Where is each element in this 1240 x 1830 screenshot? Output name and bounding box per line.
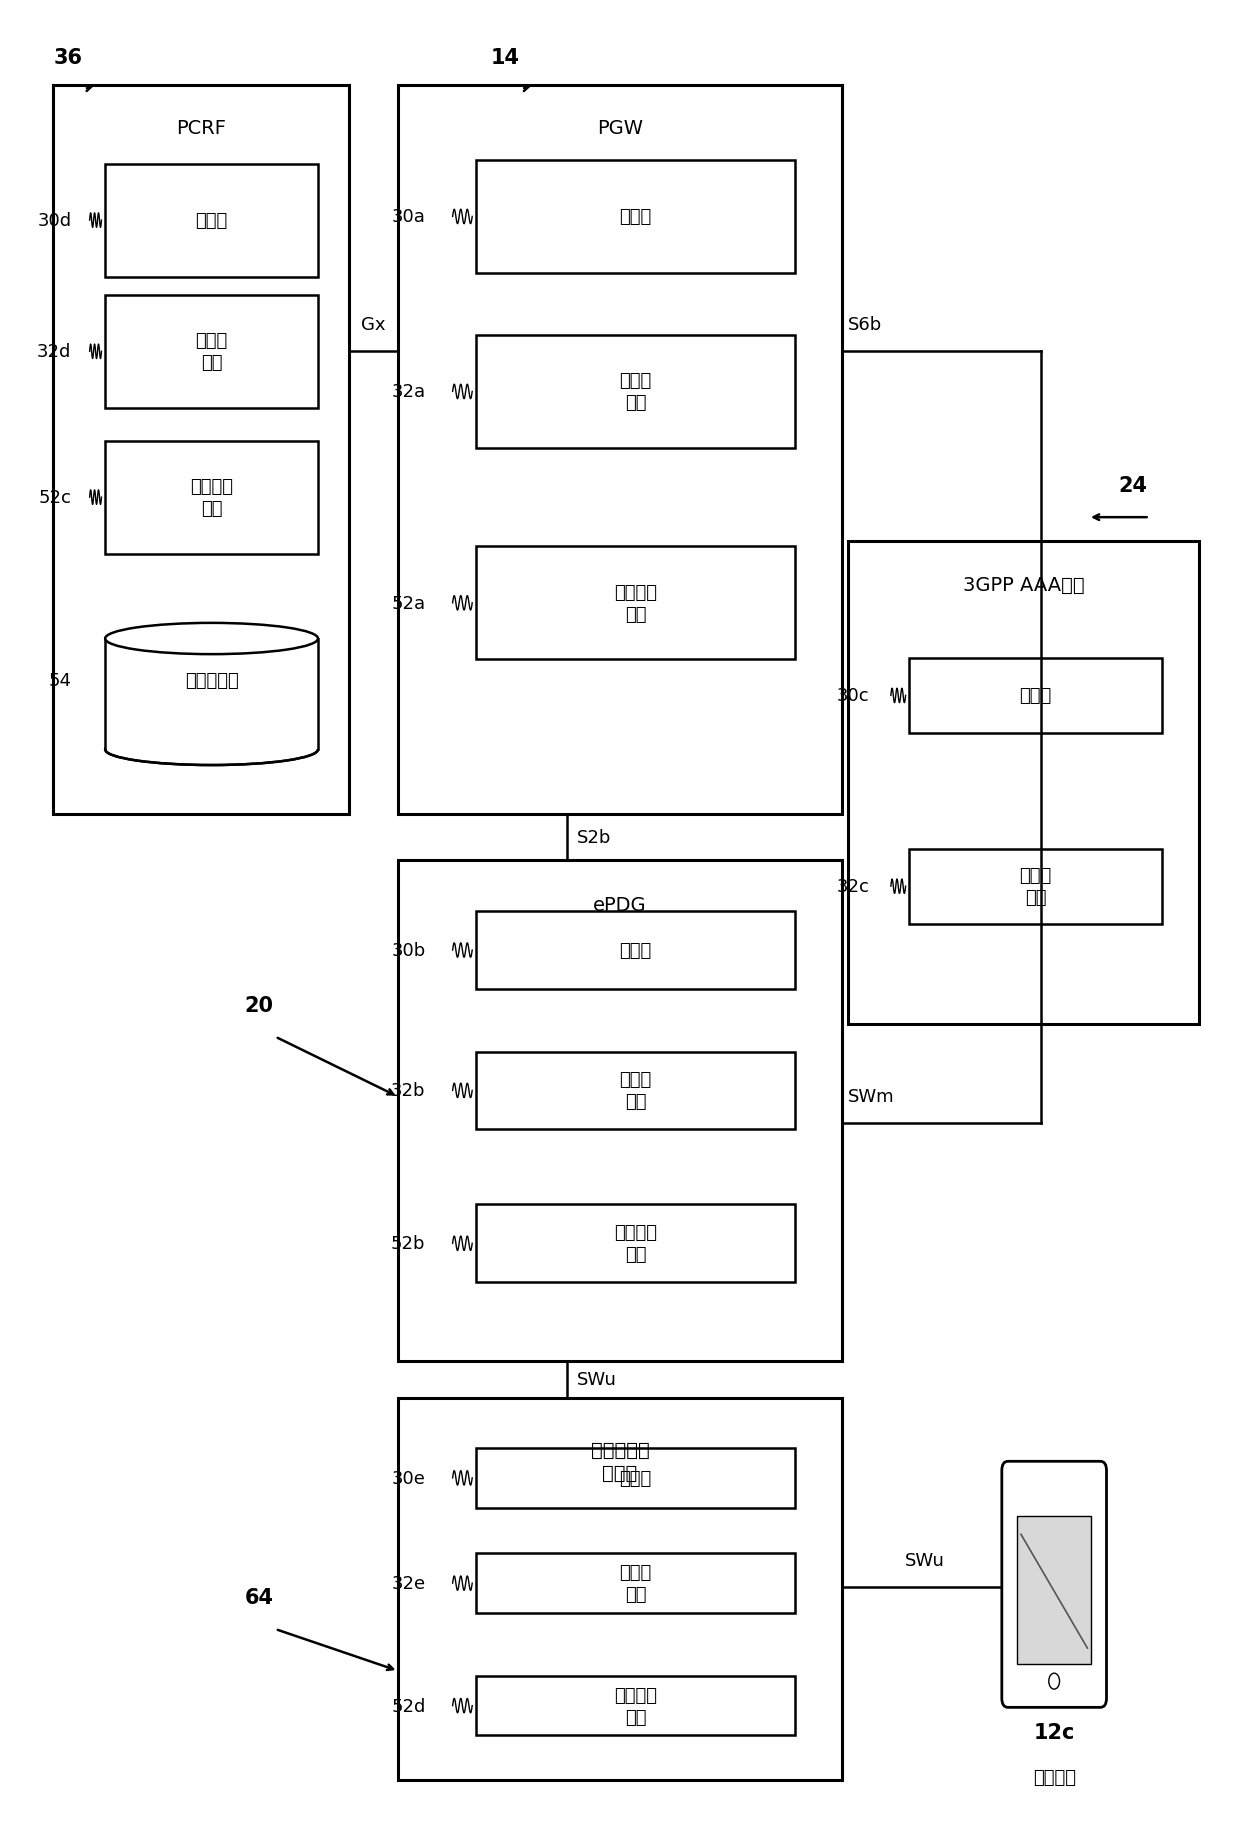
Text: ePDG: ePDG (593, 895, 647, 915)
Bar (1017, 1515, 1091, 1663)
Text: 位置报告
模块: 位置报告 模块 (614, 1685, 657, 1726)
Text: 32c: 32c (837, 878, 869, 895)
Text: 14: 14 (491, 48, 520, 68)
Bar (476, 335, 795, 448)
FancyBboxPatch shape (1002, 1462, 1106, 1707)
Text: 32a: 32a (392, 382, 425, 401)
Text: 36: 36 (53, 48, 82, 68)
Text: 处理器: 处理器 (196, 212, 228, 231)
Text: 存储器
元件: 存储器 元件 (620, 1071, 652, 1111)
Text: 32e: 32e (392, 1574, 425, 1592)
Bar (105, 165, 317, 278)
Text: Gx: Gx (361, 317, 386, 333)
Ellipse shape (105, 624, 317, 655)
Text: 52b: 52b (391, 1235, 425, 1252)
Text: 存储器
元件: 存储器 元件 (620, 1563, 652, 1603)
Text: 处理器: 处理器 (620, 941, 652, 959)
Text: 52a: 52a (392, 595, 425, 613)
Text: 52c: 52c (38, 489, 72, 507)
Text: 位置报告
模块: 位置报告 模块 (614, 584, 657, 624)
Ellipse shape (105, 734, 317, 765)
Bar (476, 1676, 795, 1735)
Text: 30a: 30a (392, 209, 425, 227)
Bar (848, 542, 1199, 1025)
Text: 12c: 12c (1033, 1722, 1075, 1742)
Text: 存储器
元件: 存储器 元件 (196, 331, 228, 371)
Text: 32b: 32b (391, 1082, 425, 1100)
Text: PGW: PGW (596, 119, 644, 137)
Text: 处理器: 处理器 (620, 1469, 652, 1488)
Text: SWu: SWu (577, 1371, 616, 1389)
Text: 30b: 30b (391, 941, 425, 959)
Text: 30e: 30e (392, 1469, 425, 1488)
Text: 无线无线电
接入点: 无线无线电 接入点 (590, 1440, 650, 1482)
Bar (476, 1204, 795, 1283)
Text: 54: 54 (48, 672, 72, 690)
Text: 存储器
元件: 存储器 元件 (1019, 867, 1052, 908)
Circle shape (1049, 1673, 1059, 1689)
Text: 64: 64 (244, 1587, 273, 1607)
Text: 位置数据库: 位置数据库 (185, 672, 238, 690)
Text: S6b: S6b (848, 317, 882, 333)
Bar (398, 1398, 842, 1781)
Text: 3GPP AAA元件: 3GPP AAA元件 (962, 575, 1084, 595)
Bar (476, 911, 795, 990)
Bar (476, 1052, 795, 1129)
Bar (398, 860, 842, 1362)
Text: 32d: 32d (37, 342, 72, 361)
Text: 用户设备: 用户设备 (1033, 1768, 1075, 1786)
Text: PCRF: PCRF (176, 119, 226, 137)
Text: 30d: 30d (37, 212, 72, 231)
Text: 30c: 30c (837, 686, 869, 705)
Text: SWm: SWm (848, 1087, 894, 1105)
Bar (476, 547, 795, 661)
Text: 处理器: 处理器 (1019, 686, 1052, 705)
Bar (476, 161, 795, 274)
Text: SWu: SWu (905, 1550, 945, 1568)
Bar (909, 659, 1162, 734)
Text: 位置报告
模块: 位置报告 模块 (190, 478, 233, 518)
Bar (398, 86, 842, 814)
Text: 20: 20 (244, 996, 273, 1016)
Bar (909, 849, 1162, 924)
Bar (476, 1448, 795, 1508)
Bar (53, 86, 348, 814)
Text: 存储器
元件: 存储器 元件 (620, 371, 652, 412)
Text: 位置报告
模块: 位置报告 模块 (614, 1224, 657, 1265)
Text: S2b: S2b (577, 829, 611, 847)
Text: 处理器: 处理器 (620, 209, 652, 227)
Bar (105, 441, 317, 554)
Text: 24: 24 (1118, 476, 1148, 496)
Text: 52d: 52d (391, 1696, 425, 1715)
Bar (476, 1554, 795, 1612)
Bar (105, 296, 317, 408)
Bar (105, 639, 317, 750)
